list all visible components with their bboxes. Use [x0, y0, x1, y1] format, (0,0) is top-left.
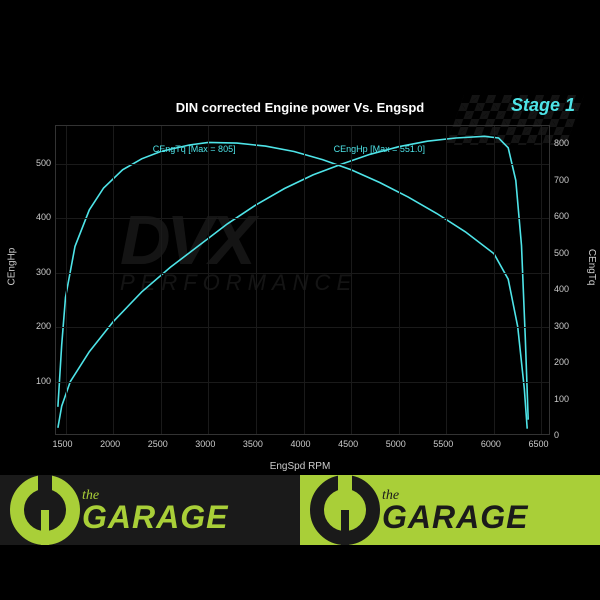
- y-right-tick: 0: [554, 430, 559, 440]
- x-tick: 5500: [433, 439, 453, 449]
- x-tick: 6500: [528, 439, 548, 449]
- footer-banner: the GARAGE the GARAGE: [0, 475, 600, 545]
- x-tick: 4500: [338, 439, 358, 449]
- y-left-tick: 500: [36, 158, 51, 168]
- x-tick: 6000: [481, 439, 501, 449]
- y-right-tick: 700: [554, 175, 569, 185]
- x-tick: 2500: [148, 439, 168, 449]
- x-tick: 4000: [291, 439, 311, 449]
- x-tick: 5000: [386, 439, 406, 449]
- x-tick: 2000: [100, 439, 120, 449]
- y-right-tick: 600: [554, 211, 569, 221]
- footer-text-1: the GARAGE: [82, 488, 228, 531]
- x-tick: 1500: [53, 439, 73, 449]
- y-right-tick: 100: [554, 394, 569, 404]
- y-left-tick: 400: [36, 212, 51, 222]
- y-left-tick: 300: [36, 267, 51, 277]
- footer-cell-2: the GARAGE: [300, 475, 600, 545]
- footer-brand-2: GARAGE: [382, 504, 528, 531]
- annotation-hp: CEngHp [Max = 551.0]: [334, 144, 425, 154]
- wrench-icon: [310, 475, 380, 545]
- y-right-tick: 200: [554, 357, 569, 367]
- power-curve: [58, 136, 528, 428]
- footer-cell-1: the GARAGE: [0, 475, 300, 545]
- plot-area: [55, 125, 550, 435]
- wrench-icon: [10, 475, 80, 545]
- y-right-tick: 500: [554, 248, 569, 258]
- y-left-tick: 100: [36, 376, 51, 386]
- y-right-tick: 800: [554, 138, 569, 148]
- y-right-tick: 300: [554, 321, 569, 331]
- annotation-tq: CEngTq [Max = 805]: [153, 144, 236, 154]
- x-axis-label: EngSpd RPM: [0, 461, 600, 472]
- x-tick: 3500: [243, 439, 263, 449]
- footer-text-2: the GARAGE: [382, 488, 528, 531]
- y-left-tick: 200: [36, 321, 51, 331]
- footer-brand-1: GARAGE: [82, 504, 228, 531]
- y-axis-left-label: CEngHp: [7, 248, 18, 286]
- stage-label: Stage 1: [511, 95, 575, 116]
- y-axis-right-label: CEngTq: [587, 249, 598, 286]
- x-tick: 3000: [195, 439, 215, 449]
- y-right-tick: 400: [554, 284, 569, 294]
